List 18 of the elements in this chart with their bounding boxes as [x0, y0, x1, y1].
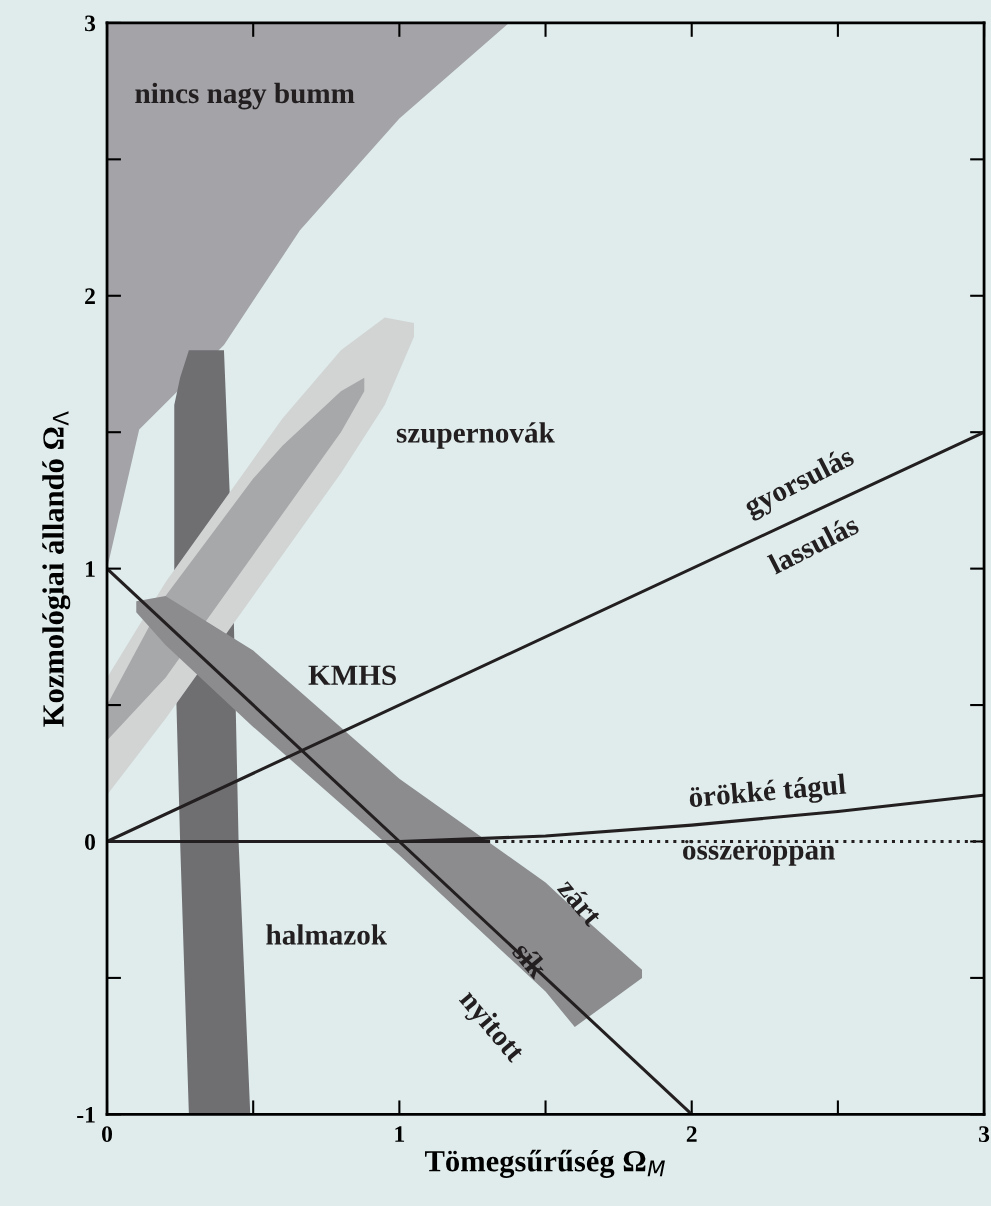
- x-tick-label: 2: [686, 1126, 697, 1142]
- y-tick-label: -1: [77, 1106, 95, 1123]
- annotation: zárt: [556, 876, 605, 928]
- x-tick-label: 3: [979, 1126, 990, 1143]
- annotation: halmazok: [266, 924, 388, 945]
- y-tick-label: 1: [86, 561, 95, 577]
- x-axis-title: Tömegsűrűség Ω$_{M}$: [425, 1149, 665, 1178]
- annotation: örökké tágul: [688, 773, 847, 814]
- y-axis-title: Kozmológiai állandó Ω$_{Λ}$: [42, 411, 71, 727]
- y-tick-label: 2: [85, 288, 95, 304]
- annotation: nincs nagy bumm: [135, 82, 355, 110]
- x-tick-label: 1: [395, 1126, 405, 1142]
- annotation: összeroppan: [683, 839, 835, 866]
- y-tick-label: 3: [85, 15, 96, 32]
- annotation: KMHS: [308, 665, 396, 686]
- annotation: szupernovák: [396, 422, 555, 449]
- x-tick-label: 0: [102, 1126, 113, 1143]
- y-tick-label: 0: [85, 833, 96, 850]
